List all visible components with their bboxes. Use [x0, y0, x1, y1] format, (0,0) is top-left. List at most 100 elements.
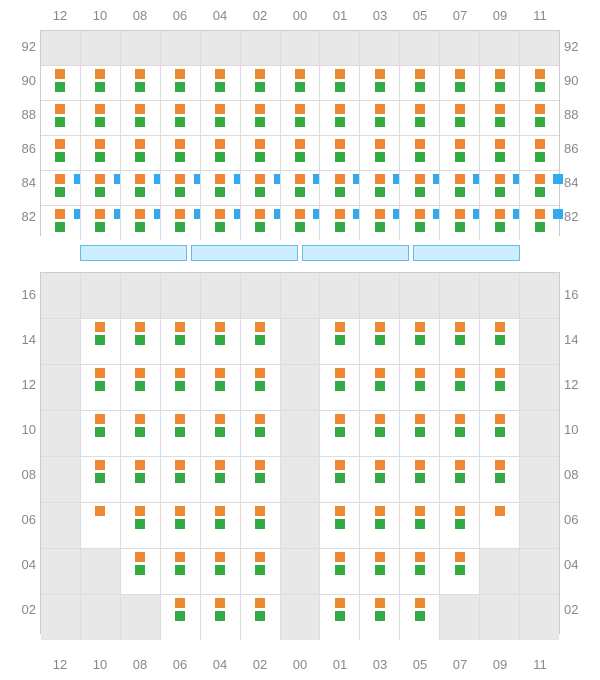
rack-cell: [80, 411, 120, 456]
col-label: 01: [320, 657, 360, 672]
row-label: 04: [6, 557, 36, 572]
rack-cell: [80, 595, 120, 640]
col-label: 04: [200, 657, 240, 672]
green-marker: [215, 565, 225, 575]
orange-marker: [415, 460, 425, 470]
rack-cell: [240, 411, 280, 456]
col-label: 07: [440, 8, 480, 23]
green-marker: [135, 117, 145, 127]
bench-row: [80, 245, 520, 261]
orange-marker: [495, 368, 505, 378]
rack-cell: [319, 549, 359, 594]
green-marker: [375, 519, 385, 529]
green-marker: [135, 427, 145, 437]
row-label: 92: [564, 39, 594, 54]
green-marker: [215, 187, 225, 197]
rack-cell: [80, 365, 120, 410]
row-label: 82: [564, 209, 594, 224]
rack-cell: [280, 549, 320, 594]
orange-marker: [335, 598, 345, 608]
rack-cell: [519, 101, 559, 135]
green-marker: [95, 117, 105, 127]
rack-cell: [399, 136, 439, 170]
green-marker: [175, 427, 185, 437]
orange-marker: [415, 322, 425, 332]
rack-cell: [439, 595, 479, 640]
rack-cell: [319, 457, 359, 502]
rack-cell: [439, 31, 479, 65]
orange-marker: [335, 139, 345, 149]
green-marker: [55, 222, 65, 232]
green-marker: [255, 519, 265, 529]
rack-cell: [160, 136, 200, 170]
orange-marker: [215, 598, 225, 608]
rack-cell: [80, 503, 120, 548]
blue-marker: [553, 209, 563, 219]
green-marker: [455, 82, 465, 92]
rack-cell: [399, 365, 439, 410]
rack-cell: [519, 206, 559, 240]
rack-cell: [399, 319, 439, 364]
rack-cell: [80, 171, 120, 205]
rack-cell: [439, 365, 479, 410]
orange-marker: [255, 69, 265, 79]
green-marker: [135, 152, 145, 162]
row-label: 86: [564, 141, 594, 156]
green-marker: [255, 335, 265, 345]
rack-cell: [280, 31, 320, 65]
green-marker: [415, 187, 425, 197]
orange-marker: [215, 69, 225, 79]
bench-segment: [191, 245, 298, 261]
rack-diagram: 12100806040200010305070911 1210080604020…: [0, 0, 600, 680]
rack-cell: [280, 206, 320, 240]
orange-marker: [255, 322, 265, 332]
orange-marker: [375, 322, 385, 332]
orange-marker: [375, 460, 385, 470]
rack-cell: [319, 136, 359, 170]
orange-marker: [375, 209, 385, 219]
green-marker: [535, 152, 545, 162]
rack-cell: [41, 66, 80, 100]
green-marker: [215, 82, 225, 92]
rack-cell: [439, 411, 479, 456]
rack-cell: [240, 365, 280, 410]
green-marker: [535, 187, 545, 197]
green-marker: [95, 222, 105, 232]
row-label: 12: [564, 377, 594, 392]
orange-marker: [415, 104, 425, 114]
rack-cell: [479, 66, 519, 100]
orange-marker: [175, 174, 185, 184]
rack-cell: [359, 503, 399, 548]
orange-marker: [535, 69, 545, 79]
green-marker: [255, 187, 265, 197]
row-label: 10: [6, 422, 36, 437]
rack-cell: [200, 549, 240, 594]
rack-cell: [41, 171, 80, 205]
rack-cell: [120, 171, 160, 205]
green-marker: [175, 565, 185, 575]
green-marker: [215, 117, 225, 127]
orange-marker: [535, 139, 545, 149]
rack-cell: [280, 365, 320, 410]
col-label: 09: [480, 8, 520, 23]
row-label: 14: [6, 332, 36, 347]
rack-cell: [120, 273, 160, 318]
orange-marker: [415, 598, 425, 608]
rack-cell: [120, 136, 160, 170]
rack-row: [41, 318, 559, 364]
orange-marker: [135, 69, 145, 79]
green-marker: [495, 473, 505, 483]
orange-marker: [415, 506, 425, 516]
green-marker: [215, 335, 225, 345]
green-marker: [455, 519, 465, 529]
rack-cell: [439, 319, 479, 364]
rack-cell: [359, 273, 399, 318]
rack-cell: [41, 31, 80, 65]
rack-cell: [359, 136, 399, 170]
rack-row: [41, 456, 559, 502]
green-marker: [335, 152, 345, 162]
rack-cell: [80, 273, 120, 318]
col-label: 10: [80, 8, 120, 23]
orange-marker: [55, 209, 65, 219]
orange-marker: [135, 460, 145, 470]
